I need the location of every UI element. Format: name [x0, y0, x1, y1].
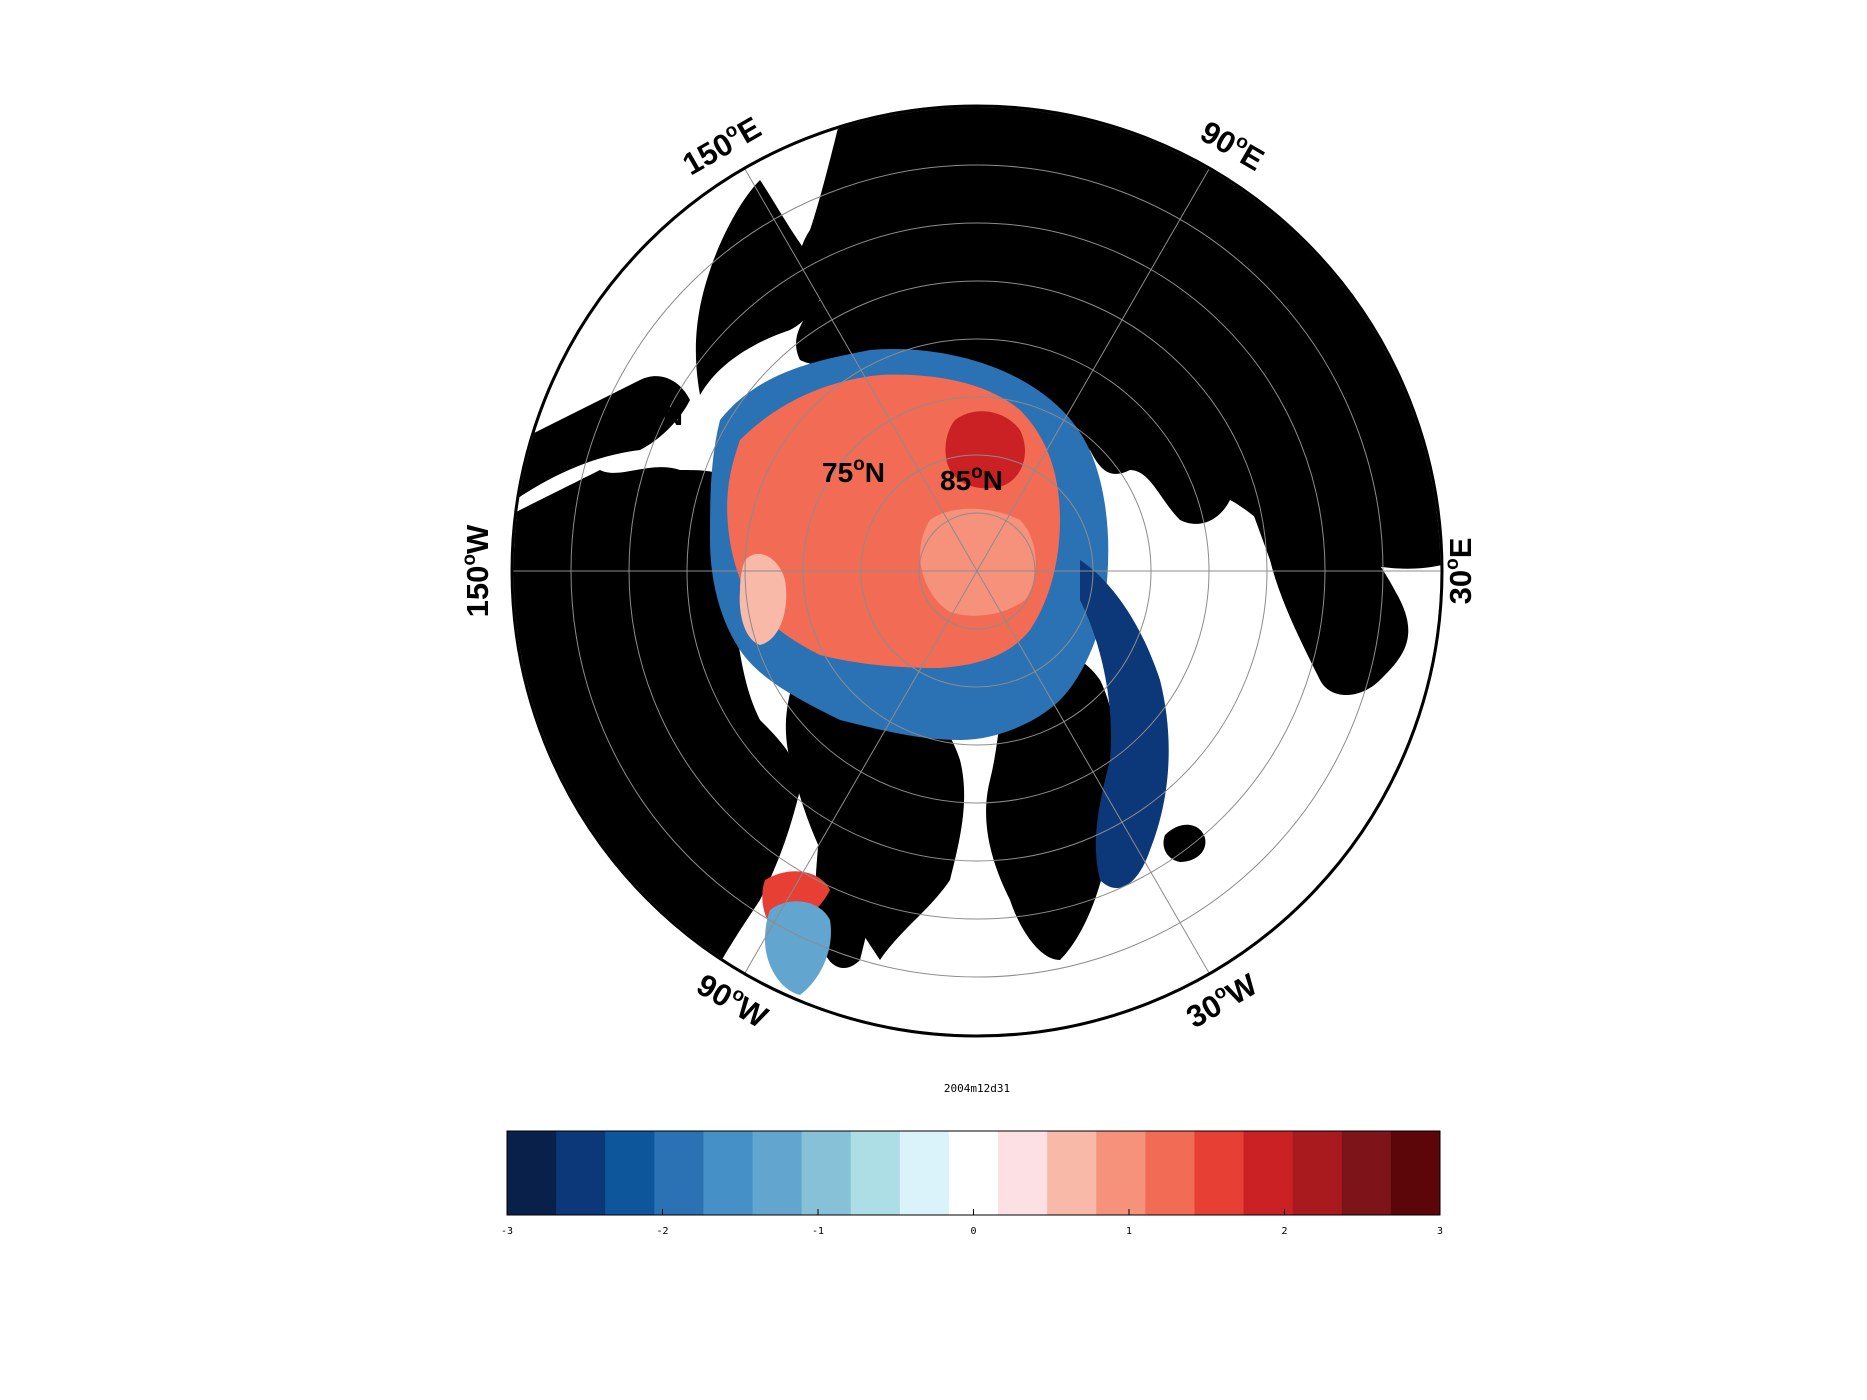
- colorbar-swatch: [1390, 1131, 1441, 1215]
- colorbar-tick-label: -3: [501, 1226, 513, 1237]
- colorbar-swatch: [556, 1131, 606, 1215]
- colorbar-swatch: [801, 1131, 852, 1215]
- iceland-land: [1163, 824, 1206, 862]
- colorbar-swatch: [1194, 1131, 1245, 1215]
- ice-dark-red-north: [945, 411, 1025, 489]
- colorbar-swatch: [998, 1131, 1048, 1215]
- colorbar: -3 -2 -1 0 1 2 3: [501, 1130, 1443, 1237]
- colorbar-swatch: [948, 1131, 999, 1215]
- ice-hudson-blue: [765, 901, 831, 995]
- colorbar-swatch: [850, 1131, 901, 1215]
- colorbar-swatch: [1243, 1131, 1294, 1215]
- colorbar-swatch: [507, 1131, 557, 1215]
- colorbar-tick-label: 2: [1281, 1226, 1287, 1237]
- colorbar-tick-label: -2: [656, 1226, 668, 1237]
- colorbar-swatch: [1292, 1131, 1343, 1215]
- colorbar-swatch: [654, 1131, 704, 1215]
- lat-label-75n: 75oN: [822, 454, 885, 488]
- colorbar-swatch: [1145, 1131, 1195, 1215]
- colorbar-swatch: [1341, 1131, 1392, 1215]
- greenland-land: [986, 649, 1117, 960]
- colorbar-tick-label: -1: [812, 1226, 824, 1237]
- colorbar-swatch: [703, 1131, 754, 1215]
- colorbar-tick-label: 3: [1437, 1226, 1443, 1237]
- colorbar-swatch: [1096, 1131, 1146, 1215]
- colorbar-swatch: [752, 1131, 803, 1215]
- colorbar-swatch: [899, 1131, 950, 1215]
- lon-label-150w: 150oW: [459, 524, 495, 617]
- lat-label-60n: 60oN: [620, 397, 683, 431]
- lon-label-30e: 30oE: [1442, 538, 1478, 605]
- map-frame: [510, 104, 1444, 1038]
- lat-label-85n: 85oN: [940, 462, 1003, 496]
- colorbar-swatch: [605, 1131, 655, 1215]
- map-disk: [512, 106, 1442, 1036]
- colorbar-tick-label: 0: [970, 1226, 976, 1237]
- baffin-island-land: [815, 760, 880, 969]
- ice-western-light: [739, 553, 787, 645]
- date-label: 2004m12d31: [944, 1082, 1010, 1095]
- colorbar-swatch: [1047, 1131, 1097, 1215]
- colorbar-tick-label: 1: [1126, 1226, 1132, 1237]
- ice-light-red-core: [920, 508, 1036, 616]
- meridian-line: [744, 168, 1210, 974]
- chukotka-land: [695, 180, 830, 395]
- alaska-land: [515, 376, 690, 500]
- scandinavia-land: [1250, 492, 1409, 695]
